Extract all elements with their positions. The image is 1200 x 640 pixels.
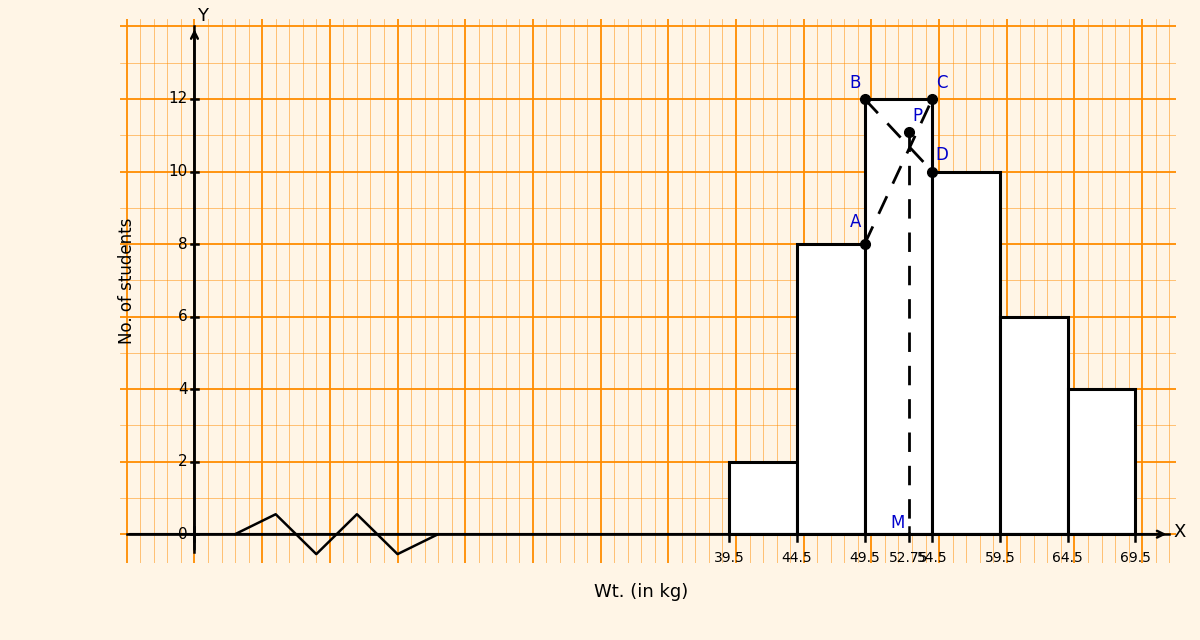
Text: 59.5: 59.5 [985,550,1015,564]
Text: 10: 10 [168,164,187,179]
Text: X: X [1174,524,1186,541]
Bar [932,172,1000,534]
Text: 12: 12 [168,92,187,106]
Text: 2: 2 [178,454,187,469]
Text: B: B [850,74,862,92]
Text: 69.5: 69.5 [1120,550,1151,564]
Text: 49.5: 49.5 [850,550,880,564]
Text: M: M [890,515,905,532]
Text: 6: 6 [178,309,187,324]
Text: 52.75: 52.75 [889,550,929,564]
Text: No. of students: No. of students [118,217,136,344]
Text: 44.5: 44.5 [781,550,812,564]
Text: P: P [912,107,922,125]
Text: 54.5: 54.5 [917,550,948,564]
Text: 39.5: 39.5 [714,550,745,564]
Text: C: C [936,74,947,92]
Text: Wt. (in kg): Wt. (in kg) [594,583,689,601]
Text: 0: 0 [178,527,187,541]
Bar [1000,317,1068,534]
Text: A: A [850,213,862,231]
Text: 8: 8 [178,237,187,252]
Text: 4: 4 [178,381,187,397]
Bar [865,99,932,534]
Bar [1068,389,1135,534]
Bar [730,461,797,534]
Text: 64.5: 64.5 [1052,550,1084,564]
Text: Y: Y [197,6,208,24]
Text: D: D [936,147,948,164]
Bar [797,244,865,534]
